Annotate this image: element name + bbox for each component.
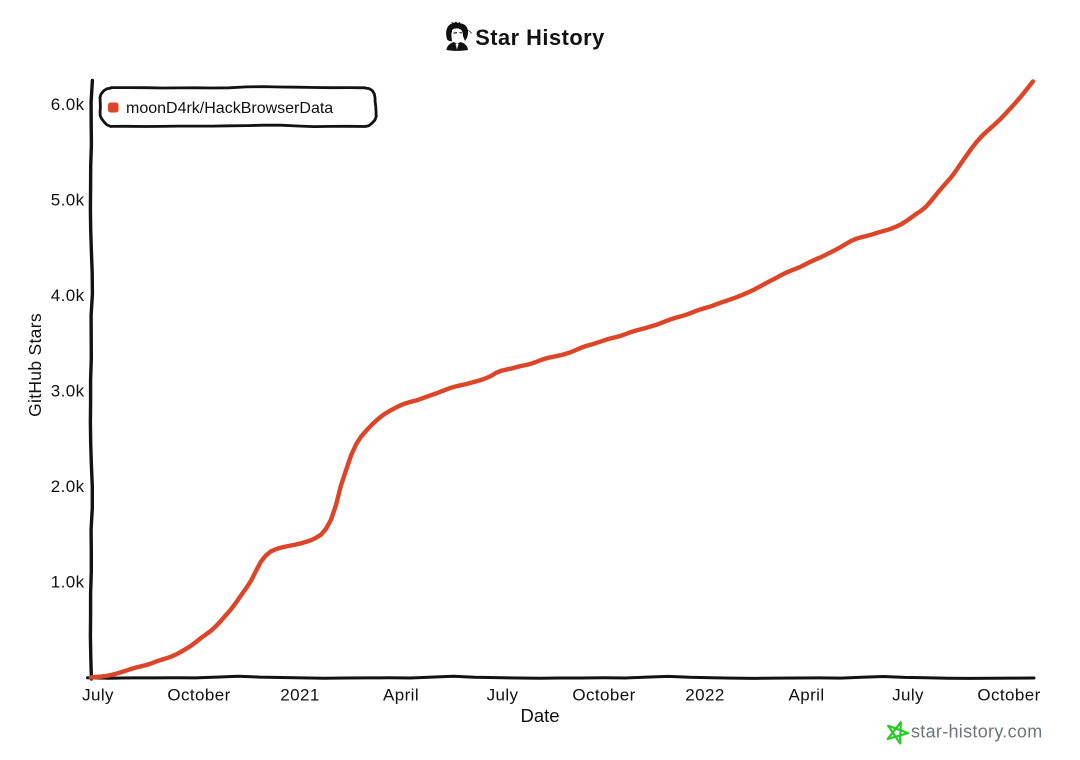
svg-text:Star History: Star History [475, 25, 605, 50]
svg-text:2022: 2022 [685, 686, 724, 705]
svg-text:October: October [167, 686, 230, 705]
svg-text:Date: Date [520, 705, 559, 726]
svg-text:April: April [788, 686, 824, 705]
svg-text:star-history.com: star-history.com [911, 722, 1043, 742]
svg-text:July: July [487, 686, 519, 705]
svg-text:GitHub Stars: GitHub Stars [25, 313, 45, 417]
svg-text:4.0k: 4.0k [51, 286, 85, 305]
svg-text:6.0k: 6.0k [51, 95, 85, 114]
svg-text:moonD4rk/HackBrowserData: moonD4rk/HackBrowserData [126, 100, 333, 117]
svg-text:April: April [383, 686, 419, 705]
svg-text:2021: 2021 [280, 686, 319, 705]
svg-text:2.0k: 2.0k [51, 477, 85, 496]
svg-text:3.0k: 3.0k [51, 382, 85, 401]
svg-text:October: October [977, 686, 1040, 705]
svg-text:5.0k: 5.0k [51, 191, 85, 210]
svg-text:July: July [892, 686, 924, 705]
svg-text:1.0k: 1.0k [51, 573, 85, 592]
svg-text:October: October [572, 686, 635, 705]
svg-text:July: July [82, 686, 114, 705]
